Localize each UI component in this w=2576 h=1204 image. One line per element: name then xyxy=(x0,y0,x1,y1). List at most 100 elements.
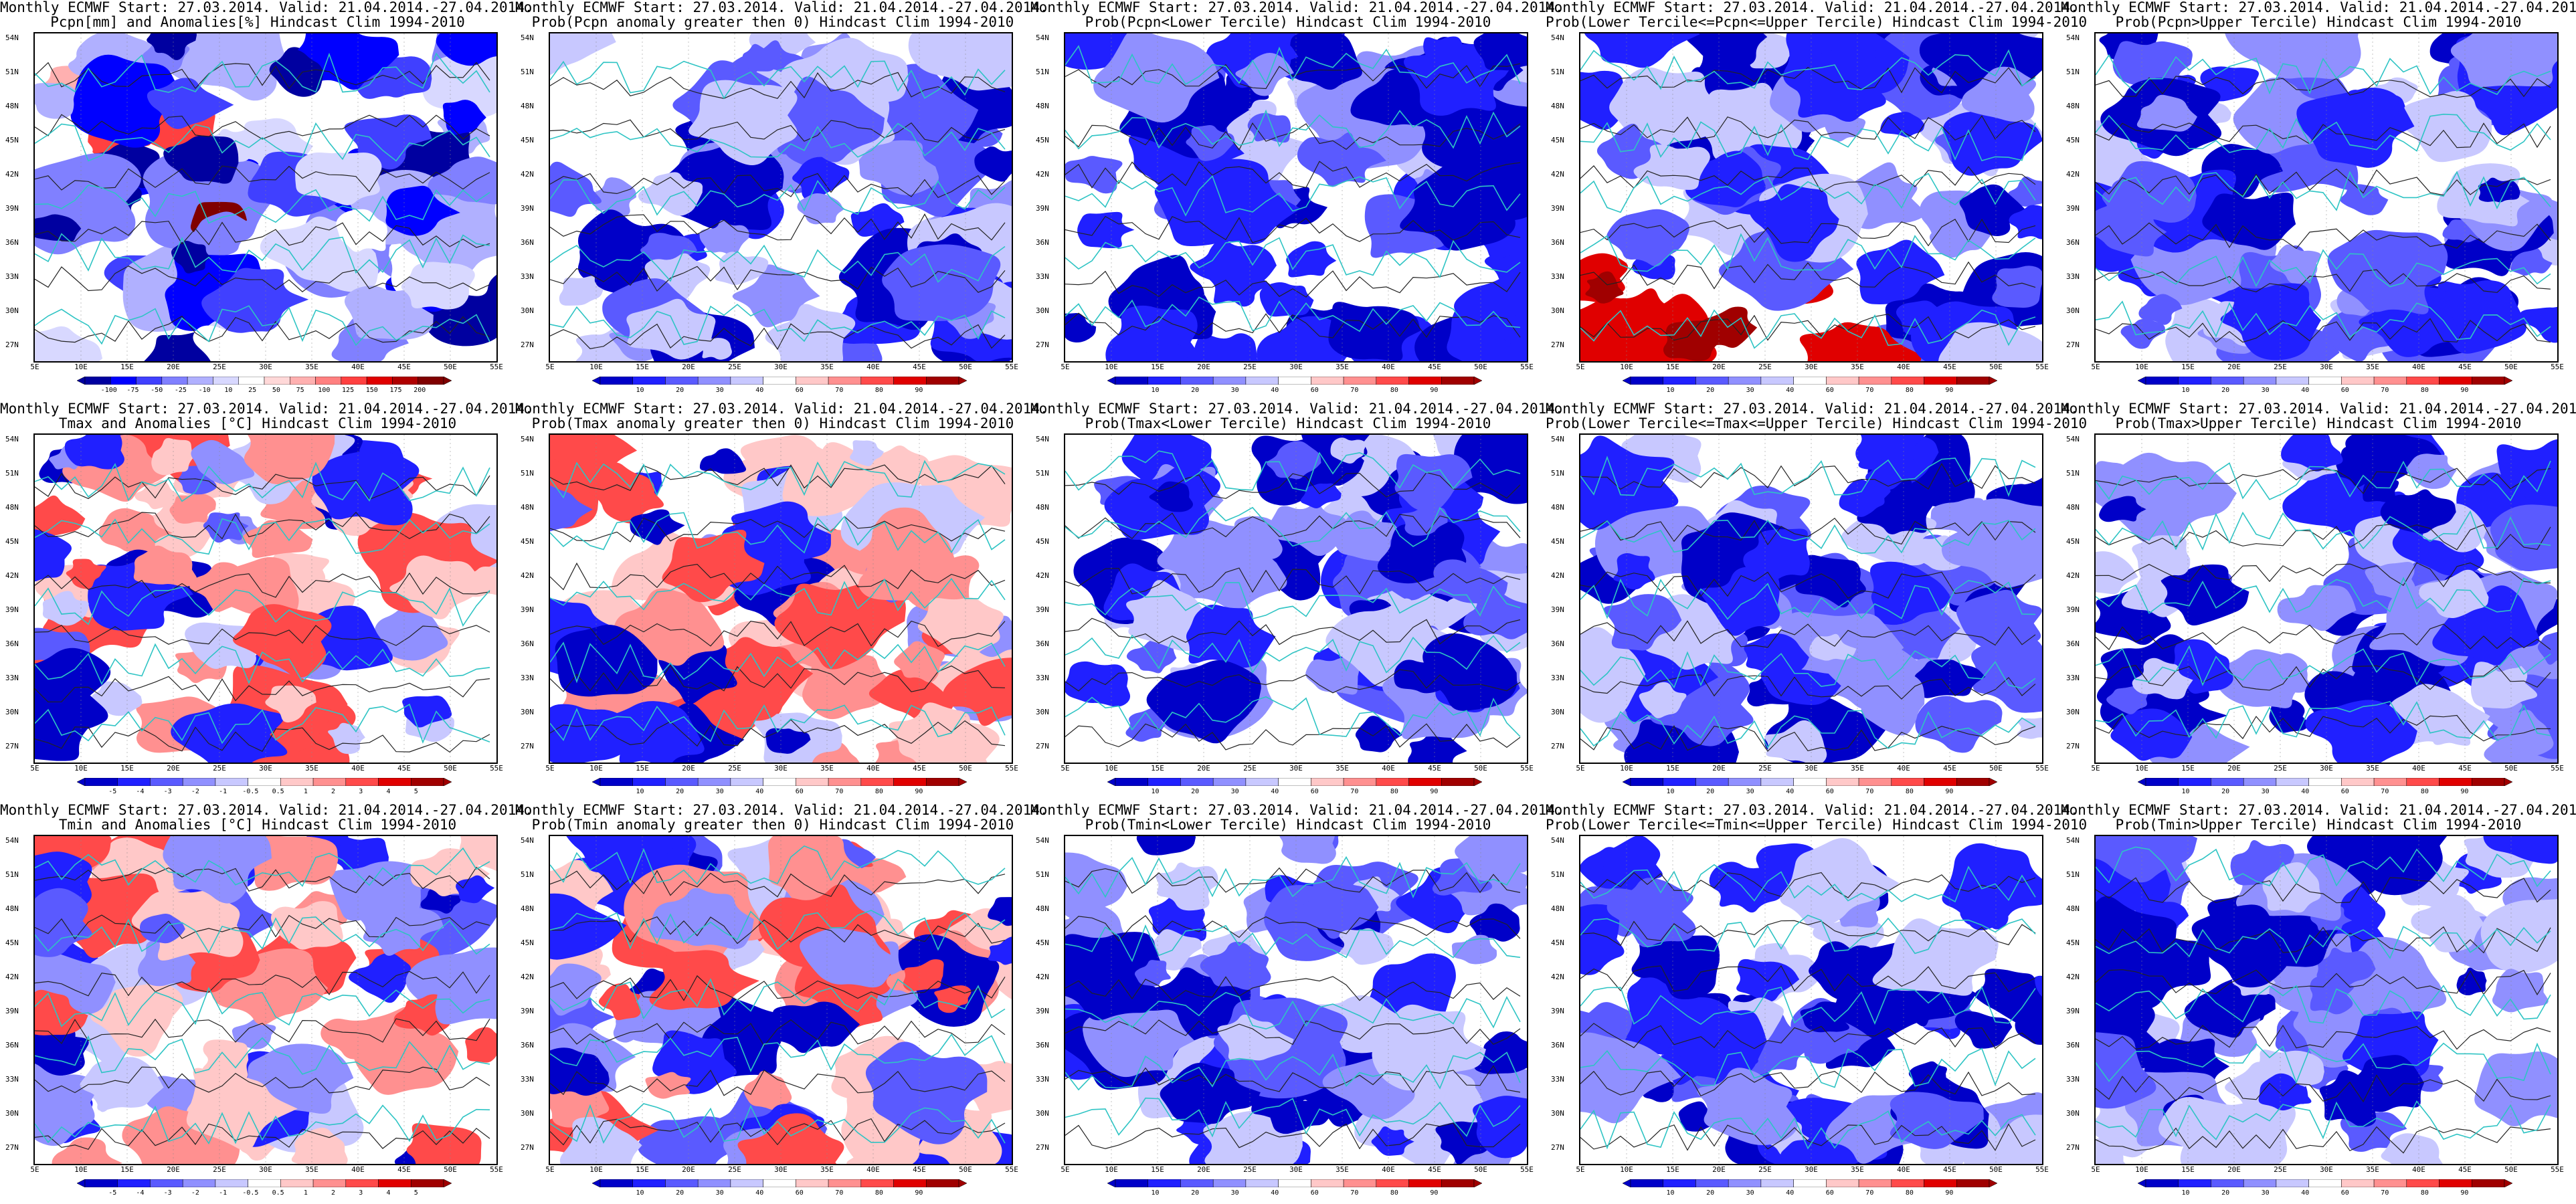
contour-line xyxy=(35,971,490,997)
longitude-label: 5E xyxy=(30,363,39,371)
colorbar-segment xyxy=(2211,778,2244,786)
shaded-region xyxy=(465,1027,496,1063)
shaded-region xyxy=(699,220,749,258)
forecast-panel: Monthly ECMWF Start: 27.03.2014. Valid: … xyxy=(1030,401,1564,803)
latitude-label: 45N xyxy=(5,938,19,948)
latitude-label: 27N xyxy=(1551,340,1564,350)
latitude-label: 39N xyxy=(2066,1007,2080,1016)
coastline xyxy=(2096,846,2551,888)
colorbar-tick-label: 80 xyxy=(1905,1189,1914,1197)
colorbar-segment xyxy=(182,1179,216,1187)
panel-title-run: Monthly ECMWF Start: 27.03.2014. Valid: … xyxy=(1030,0,1564,15)
longitude-label: 20E xyxy=(2227,764,2241,773)
shaded-region xyxy=(191,211,252,259)
longitude-label: 20E xyxy=(167,363,180,371)
shaded-region xyxy=(2480,899,2557,973)
longitude-label: 5E xyxy=(30,1165,39,1174)
colorbar-segment xyxy=(1376,377,1409,385)
latitude-label: 42N xyxy=(2066,973,2080,982)
colorbar-tick-label: -100 xyxy=(100,387,117,394)
shaded-region xyxy=(1613,553,1655,590)
shaded-region xyxy=(2490,504,2557,572)
map-area xyxy=(1064,433,1528,764)
shaded-region xyxy=(840,680,881,703)
colorbar-tick-label: 70 xyxy=(835,1189,844,1197)
map-field-svg xyxy=(550,435,1012,763)
longitude-label: 45E xyxy=(913,764,926,773)
colorbar-segment xyxy=(763,377,796,385)
shaded-region xyxy=(1959,184,2028,237)
latitude-label: 42N xyxy=(2066,170,2080,179)
contour-line xyxy=(35,572,490,599)
contour-line xyxy=(550,266,1006,293)
colorbar xyxy=(2138,778,2512,786)
shaded-region xyxy=(1744,633,1809,678)
colorbar-tick-label: 80 xyxy=(1390,1189,1398,1197)
colorbar-segment xyxy=(1343,377,1377,385)
colorbar-tick-label: 90 xyxy=(2460,387,2469,394)
longitude-label: 45E xyxy=(1428,363,1441,371)
colorbar-segment xyxy=(2243,1179,2277,1187)
shaded-region xyxy=(1149,481,1193,512)
colorbar-tick-label: 70 xyxy=(2381,788,2389,795)
shaded-region xyxy=(1186,604,1276,668)
latitude-label: 36N xyxy=(521,639,534,649)
colorbar-tick-label: 80 xyxy=(1905,387,1914,394)
latitude-label: 30N xyxy=(1551,306,1564,316)
shaded-region xyxy=(2112,41,2193,86)
colorbar-segment xyxy=(828,377,862,385)
colorbar-tick-label: 10 xyxy=(2181,788,2190,795)
coastline xyxy=(550,1033,1006,1072)
latitude-label: 39N xyxy=(1551,605,1564,615)
latitude-label: 54N xyxy=(2066,33,2080,42)
map-field-svg xyxy=(35,435,496,763)
latitude-label: 27N xyxy=(521,1143,534,1152)
colorbar-tick-label: 70 xyxy=(1350,1189,1359,1197)
coastline xyxy=(1065,634,1521,674)
shaded-region xyxy=(1748,184,1839,262)
latitude-label: 36N xyxy=(2066,1041,2080,1050)
colorbar-arrow-low xyxy=(2138,778,2146,786)
shaded-region xyxy=(2310,975,2354,1015)
colorbar-segment xyxy=(2341,377,2375,385)
longitude-label: 55E xyxy=(490,363,503,371)
forecast-panel: Monthly ECMWF Start: 27.03.2014. Valid: … xyxy=(0,401,533,803)
panel-title-field: Prob(Tmin>Upper Tercile) Hindcast Clim 1… xyxy=(2115,817,2522,833)
coastline xyxy=(550,179,1006,216)
longitude-label: 35E xyxy=(2366,764,2379,773)
longitude-label: 50E xyxy=(1989,363,2003,371)
coastline xyxy=(550,845,1006,885)
latitude-label: 36N xyxy=(5,639,19,649)
colorbar-segment xyxy=(860,1179,894,1187)
colorbar-segment xyxy=(1343,778,1377,786)
shaded-region xyxy=(1190,239,1277,290)
latitude-label: 54N xyxy=(1551,33,1564,42)
shaded-region xyxy=(626,298,716,360)
shaded-region xyxy=(1799,322,1922,361)
latitude-label: 30N xyxy=(1551,1109,1564,1118)
shaded-region xyxy=(1870,561,1951,625)
colorbar-tick-label: 30 xyxy=(715,788,724,795)
contour-line xyxy=(550,916,1006,944)
colorbar-segment xyxy=(893,1179,927,1187)
colorbar-arrow-high xyxy=(1473,377,1482,385)
colorbar-segment xyxy=(2472,377,2505,385)
colorbar-segment xyxy=(1924,1179,1957,1187)
forecast-panel: Monthly ECMWF Start: 27.03.2014. Valid: … xyxy=(1546,0,2087,401)
shaded-region xyxy=(35,529,72,582)
longitude-label: 40E xyxy=(351,363,365,371)
latitude-label: 33N xyxy=(521,674,534,683)
longitude-label: 50E xyxy=(1474,1165,1487,1174)
shaded-region xyxy=(2096,551,2138,595)
colorbar-tick-label: 40 xyxy=(1786,387,1795,394)
colorbar-segment xyxy=(1695,1179,1729,1187)
longitude-label: 30E xyxy=(774,764,788,773)
longitude-label: 35E xyxy=(820,764,834,773)
colorbar-segment xyxy=(1147,377,1181,385)
shaded-region xyxy=(428,157,496,205)
shaded-region xyxy=(974,146,1012,182)
latitude-label: 27N xyxy=(1036,1143,1049,1152)
longitude-label: 50E xyxy=(444,363,457,371)
colorbar-tick-label: 10 xyxy=(1151,1189,1160,1197)
colorbar-tick-label: 75 xyxy=(296,387,304,394)
